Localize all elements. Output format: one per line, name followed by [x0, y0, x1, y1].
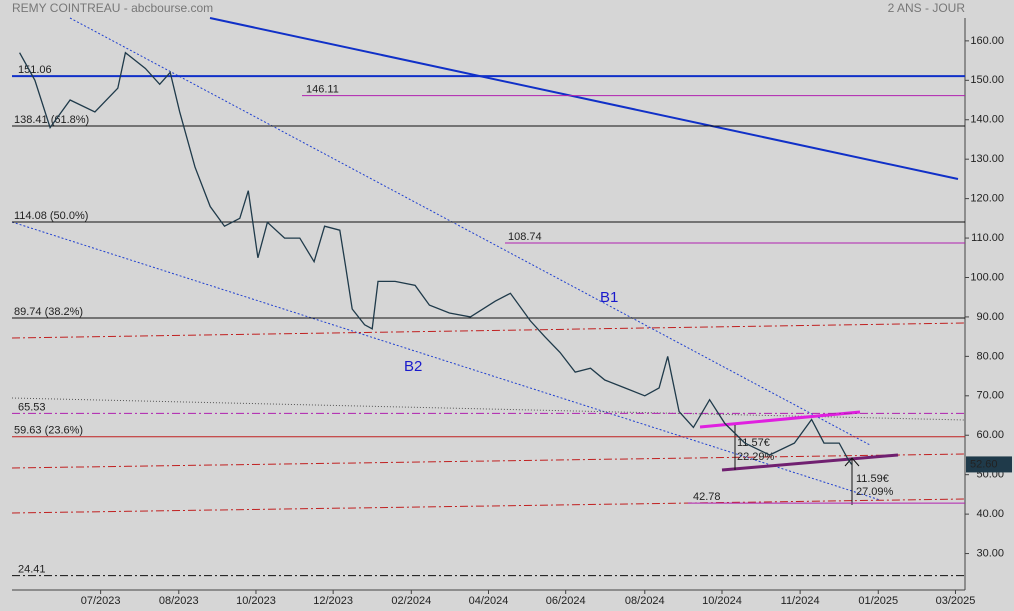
level-label: 24.41: [18, 564, 46, 576]
y-tick-label: 130.00: [970, 153, 1004, 165]
level-label: 151.06: [18, 64, 52, 76]
annotation: B1: [600, 289, 618, 306]
annotation: 27.09%: [856, 486, 894, 498]
x-tick-label: 07/2023: [81, 595, 121, 607]
x-tick-label: 02/2024: [391, 595, 431, 607]
channel-line: [721, 453, 899, 472]
annotation: 11.57€: [737, 437, 770, 449]
level-label: 42.78: [693, 491, 721, 503]
trend-line: [11, 453, 966, 469]
y-tick-label: 60.00: [976, 429, 1004, 441]
annotation: B2: [404, 358, 422, 375]
y-tick-label: 40.00: [976, 508, 1004, 520]
level-label: 108.74: [508, 231, 542, 243]
x-tick-label: 08/2024: [625, 595, 665, 607]
x-tick-label: 10/2024: [702, 595, 742, 607]
trend-line: [11, 498, 966, 514]
level-label: 146.11: [306, 84, 339, 96]
y-tick-label: 30.00: [976, 547, 1004, 559]
measure-arrow: [844, 457, 860, 467]
level-label: 59.63 (23.6%): [14, 425, 83, 437]
x-tick-label: 01/2025: [858, 595, 898, 607]
chart-subtitle: 2 ANS - JOUR: [888, 1, 966, 15]
x-tick-label: 03/2025: [936, 595, 976, 607]
y-tick-label: 110.00: [971, 232, 1004, 244]
x-tick-label: 12/2023: [313, 595, 353, 607]
y-tick-label: 140.00: [970, 114, 1004, 126]
y-tick-label: 160.00: [970, 35, 1004, 47]
y-tick-label: 100.00: [970, 271, 1004, 283]
y-tick-label: 70.00: [976, 390, 1004, 402]
x-tick-label: 08/2023: [159, 595, 199, 607]
annotation: 22.29%: [737, 451, 775, 463]
annotation: 11.59€: [856, 473, 889, 485]
level-label: 138.41 (61.8%): [14, 114, 89, 126]
trend-line: [11, 322, 966, 339]
x-tick-label: 04/2024: [469, 595, 509, 607]
level-label: 89.74 (38.2%): [14, 306, 83, 318]
x-tick-label: 06/2024: [546, 595, 586, 607]
last-price-label: 52.60: [970, 458, 998, 470]
price-line: [19, 51, 853, 465]
x-tick-label: 10/2023: [236, 595, 276, 607]
y-tick-label: 120.00: [970, 193, 1004, 205]
trend-line: [209, 17, 959, 180]
x-tick-label: 11/2024: [781, 595, 820, 607]
y-tick-label: 90.00: [976, 311, 1004, 323]
last-price-tag: [966, 456, 1012, 473]
y-tick-label: 80.00: [976, 350, 1004, 362]
level-label: 114.08 (50.0%): [14, 210, 88, 222]
chart-title: REMY COINTREAU - abcbourse.com: [12, 1, 213, 15]
y-tick-label: 150.00: [970, 74, 1004, 86]
trend-line: [69, 17, 871, 446]
level-label: 65.53: [18, 401, 46, 413]
